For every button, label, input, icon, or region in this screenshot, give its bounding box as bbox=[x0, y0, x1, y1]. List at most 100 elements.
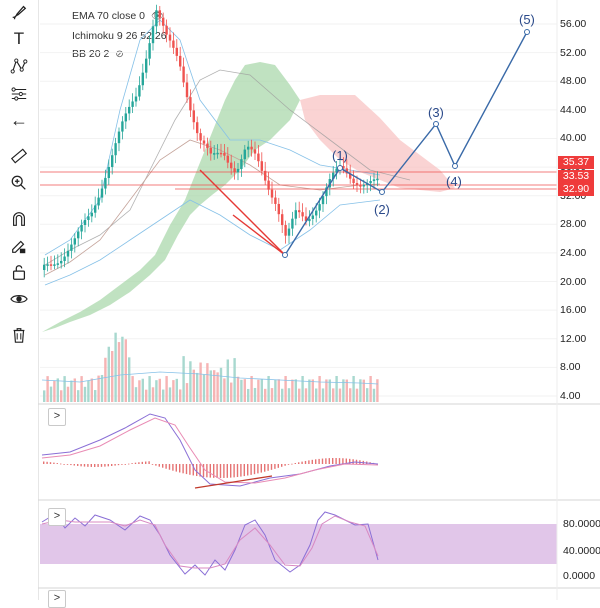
macd-histogram-bar bbox=[158, 464, 160, 467]
candle-body bbox=[202, 140, 206, 144]
wave-point-3 bbox=[433, 121, 439, 127]
macd-histogram-bar bbox=[294, 463, 296, 464]
bottom-pane-expand-button[interactable]: > bbox=[48, 590, 66, 608]
candle-body bbox=[274, 197, 277, 204]
stoch-axis-80: 80.0000 bbox=[563, 518, 600, 530]
candle-body bbox=[247, 146, 250, 150]
volume-bar bbox=[321, 388, 325, 402]
volume-bar bbox=[128, 357, 131, 402]
volume-bar bbox=[287, 388, 291, 402]
ichimoku-cloud-green bbox=[42, 62, 300, 332]
macd-histogram-bar bbox=[60, 463, 62, 465]
ruler-icon[interactable] bbox=[9, 146, 29, 166]
candle-body bbox=[213, 153, 216, 155]
candle-body bbox=[250, 146, 253, 150]
stoch-pane-expand-button[interactable]: > bbox=[48, 508, 66, 526]
candle-body bbox=[325, 187, 328, 197]
text-icon[interactable]: T bbox=[13, 29, 25, 48]
candle-body bbox=[359, 185, 362, 187]
candle-body bbox=[175, 47, 178, 56]
back-arrow-icon[interactable]: ← bbox=[10, 109, 28, 130]
volume-bar bbox=[253, 387, 257, 402]
candle-body bbox=[182, 66, 185, 83]
legend-bb[interactable]: BB 20 2 ⊘ bbox=[72, 48, 124, 60]
legend-ichimoku[interactable]: Ichimoku 9 26 52 26 bbox=[72, 30, 167, 42]
candle-body bbox=[257, 153, 260, 162]
fork-icon[interactable] bbox=[9, 84, 29, 104]
volume-bar bbox=[182, 356, 185, 402]
trendline-red-2 bbox=[232, 214, 286, 256]
price-axis-label: 12.00 bbox=[560, 332, 587, 345]
zoom-in-icon[interactable] bbox=[9, 173, 29, 193]
candle-body bbox=[141, 72, 144, 86]
candle-body bbox=[243, 149, 246, 160]
volume-bar bbox=[308, 379, 311, 402]
candle-body bbox=[335, 168, 338, 173]
price-grid bbox=[40, 23, 557, 397]
macd-histogram-bar bbox=[192, 464, 194, 476]
macd-histogram-bar bbox=[141, 461, 143, 464]
candle-body bbox=[267, 180, 270, 190]
macd-histogram-bar bbox=[162, 464, 164, 468]
candle-body bbox=[298, 210, 301, 213]
macd-histogram-bar bbox=[97, 464, 99, 467]
volume-bar bbox=[53, 380, 56, 402]
macd-histogram-bar bbox=[124, 464, 126, 465]
macd-histogram-bar bbox=[49, 462, 52, 464]
trash-icon[interactable] bbox=[9, 325, 29, 345]
pattern-icon[interactable] bbox=[9, 56, 29, 76]
volume-bar bbox=[264, 388, 267, 402]
pencil-lock-icon[interactable] bbox=[9, 236, 29, 256]
macd-histogram-bar bbox=[138, 462, 140, 464]
candle-body bbox=[77, 231, 80, 239]
volume-bar bbox=[179, 389, 182, 402]
candle-body bbox=[311, 215, 314, 219]
eye-icon[interactable] bbox=[9, 289, 29, 309]
macd-histogram-bar bbox=[287, 464, 290, 465]
volume-bar bbox=[301, 376, 304, 402]
candle-body bbox=[43, 264, 46, 270]
candle-body bbox=[87, 216, 90, 221]
macd-histogram-bar bbox=[179, 464, 181, 473]
macd-histogram-bar bbox=[70, 464, 72, 466]
price-axis-label: 4.00 bbox=[560, 390, 581, 402]
macd-histogram bbox=[43, 458, 378, 478]
candle-body bbox=[117, 131, 121, 144]
wave-point-1 bbox=[337, 165, 343, 171]
volume-bar bbox=[134, 387, 138, 402]
candle-body bbox=[342, 165, 345, 169]
volume-bar bbox=[352, 376, 355, 402]
unlock-icon[interactable] bbox=[9, 262, 29, 282]
macd-histogram-bar bbox=[335, 458, 337, 464]
macd-histogram-bar bbox=[151, 464, 154, 465]
candle-body bbox=[277, 203, 280, 215]
volume-bar bbox=[107, 346, 110, 402]
volume-bar bbox=[121, 336, 124, 402]
candle-body bbox=[80, 225, 83, 232]
volume-bar bbox=[175, 378, 178, 402]
volume-bar bbox=[257, 379, 260, 402]
stoch-d bbox=[41, 515, 379, 569]
trendline-red-1 bbox=[199, 169, 286, 256]
macd-histogram-bar bbox=[189, 464, 191, 475]
volume-bar bbox=[46, 376, 49, 402]
eye-off-icon[interactable]: ⊘ bbox=[115, 49, 124, 60]
volume-bar bbox=[87, 380, 90, 402]
candle-body bbox=[145, 58, 148, 73]
candle-body bbox=[114, 143, 117, 156]
candle-body bbox=[179, 55, 182, 67]
price-axis-label: 16.00 bbox=[560, 304, 587, 317]
volume-bar bbox=[349, 388, 352, 402]
macd-histogram-bar bbox=[230, 464, 232, 478]
volume-bar bbox=[243, 379, 246, 402]
magnet-icon[interactable] bbox=[9, 209, 29, 229]
wave-point-0 bbox=[282, 252, 288, 258]
wave-label-2: (2) bbox=[374, 202, 390, 217]
macd-pane-expand-button[interactable]: > bbox=[48, 408, 66, 426]
brush-icon[interactable] bbox=[9, 2, 29, 22]
volume-bar bbox=[114, 332, 117, 402]
volume-bar bbox=[145, 389, 148, 402]
candle-body bbox=[97, 197, 100, 206]
candle-body bbox=[321, 196, 325, 205]
